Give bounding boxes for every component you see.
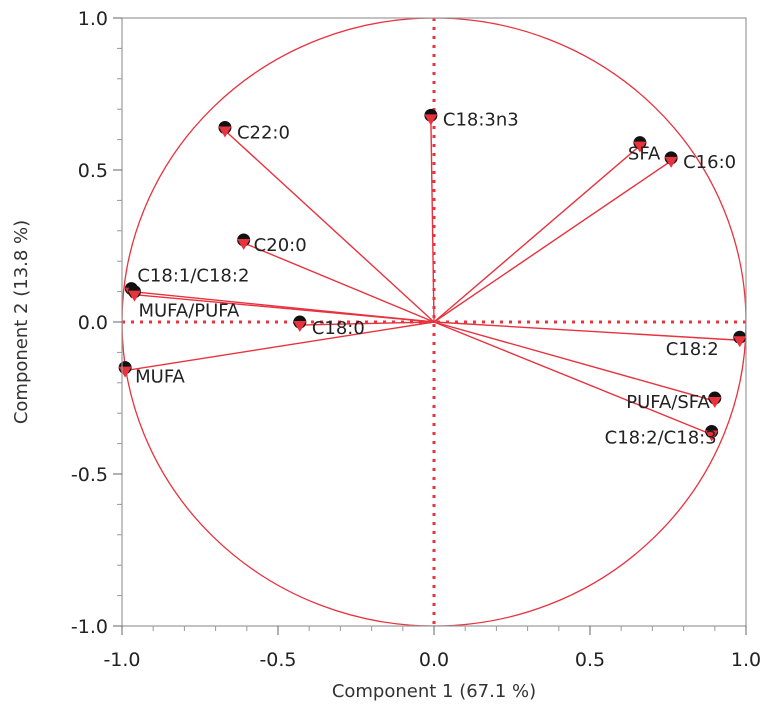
x-tick-label: -0.5 (259, 649, 296, 671)
loading-point-marker (237, 238, 251, 250)
point-label: MUFA/PUFA (138, 301, 240, 322)
point-label: C22:0 (237, 122, 290, 143)
loading-vector (433, 321, 715, 402)
point-label: SFA (628, 144, 661, 165)
x-axis-title: Component 1 (67.1 %) (332, 681, 536, 702)
point-label: C16:0 (683, 152, 736, 173)
loading-point-marker (705, 430, 719, 442)
x-tick-label: -1.0 (103, 649, 140, 671)
loading-vector (134, 293, 435, 323)
axis-ticks-layer: -1.0 -0.5 0.0 0.5 1.0 1.0 0.5 0.0 -0.5 -1.0 (71, 8, 761, 671)
loading-point-marker (424, 114, 438, 126)
loading-vector (430, 118, 435, 323)
loading-point-marker (127, 290, 141, 302)
loading-point-marker (293, 321, 307, 333)
y-axis-title: Component 2 (13.8 %) (11, 220, 32, 424)
loading-vector (433, 321, 712, 436)
loading-point-marker (633, 141, 647, 153)
point-label: MUFA (135, 367, 185, 388)
point-label: C18:2/C18:3 (605, 427, 717, 448)
loading-point-marker (218, 126, 232, 138)
point-label: C20:0 (254, 235, 307, 256)
loading-point-marker (708, 397, 722, 409)
x-tick-label: 1.0 (731, 649, 761, 671)
loading-vector (243, 242, 435, 323)
loading-vectors-layer (125, 118, 740, 436)
loading-vector (433, 145, 641, 323)
y-tick-label: -1.0 (71, 616, 108, 638)
point-label: C18:2 (666, 339, 719, 360)
loading-vector (299, 321, 435, 326)
y-tick-label: -0.5 (71, 464, 108, 486)
loading-vector (433, 160, 672, 323)
loading-point-marker (733, 336, 747, 348)
point-label: PUFA/SFA (626, 392, 710, 413)
point-label: C18:0 (312, 318, 365, 339)
point-label: C18:3n3 (443, 109, 519, 130)
loading-points-layer (118, 108, 747, 442)
loading-vector (125, 321, 435, 372)
loading-point-marker (664, 156, 678, 168)
y-tick-label: 0.0 (78, 312, 108, 334)
loading-vector (433, 321, 740, 341)
y-tick-label: 1.0 (78, 8, 108, 30)
y-tick-label: 0.5 (78, 160, 108, 182)
point-label: C18:1/C18:2 (137, 266, 249, 287)
loading-vector (224, 129, 435, 323)
x-tick-label: 0.0 (419, 649, 449, 671)
x-tick-label: 0.5 (575, 649, 605, 671)
